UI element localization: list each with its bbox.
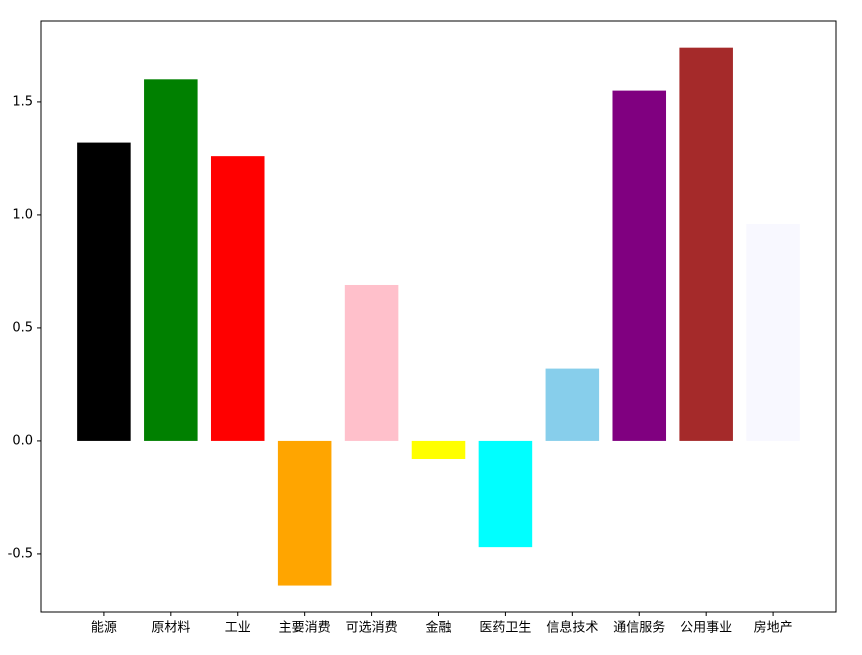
bar (679, 47, 733, 441)
y-tick-label: 1.0 (12, 207, 33, 222)
bar (344, 284, 399, 441)
y-tick-label: 1.5 (12, 94, 33, 109)
x-tick-label: 公用事业 (680, 621, 732, 636)
y-tick-label: 0.5 (12, 320, 33, 335)
x-tick-label: 房地产 (754, 620, 793, 636)
x-tick-label: 可选消费 (346, 621, 398, 636)
bar (612, 90, 667, 441)
bar (210, 156, 265, 441)
bar (144, 79, 198, 441)
x-tick-label: 主要消费 (279, 621, 331, 636)
x-tick-label: 医药卫生 (479, 621, 531, 636)
x-tick-label: 金融 (425, 620, 451, 636)
bar (478, 440, 533, 548)
x-tick-label: 通信服务 (613, 620, 665, 636)
y-tick-label: 0.0 (12, 433, 33, 448)
bar (411, 440, 466, 459)
x-tick-label: 工业 (225, 621, 251, 636)
x-tick-label: 能源 (91, 621, 117, 636)
plot-frame (40, 20, 837, 613)
x-tick-label: 原材料 (151, 621, 190, 636)
bar (746, 223, 800, 441)
y-tick-label: -0.5 (8, 546, 33, 561)
x-tick-label: 信息技术 (546, 620, 598, 636)
bar (545, 368, 600, 441)
bar (77, 142, 131, 441)
bar (277, 440, 332, 586)
